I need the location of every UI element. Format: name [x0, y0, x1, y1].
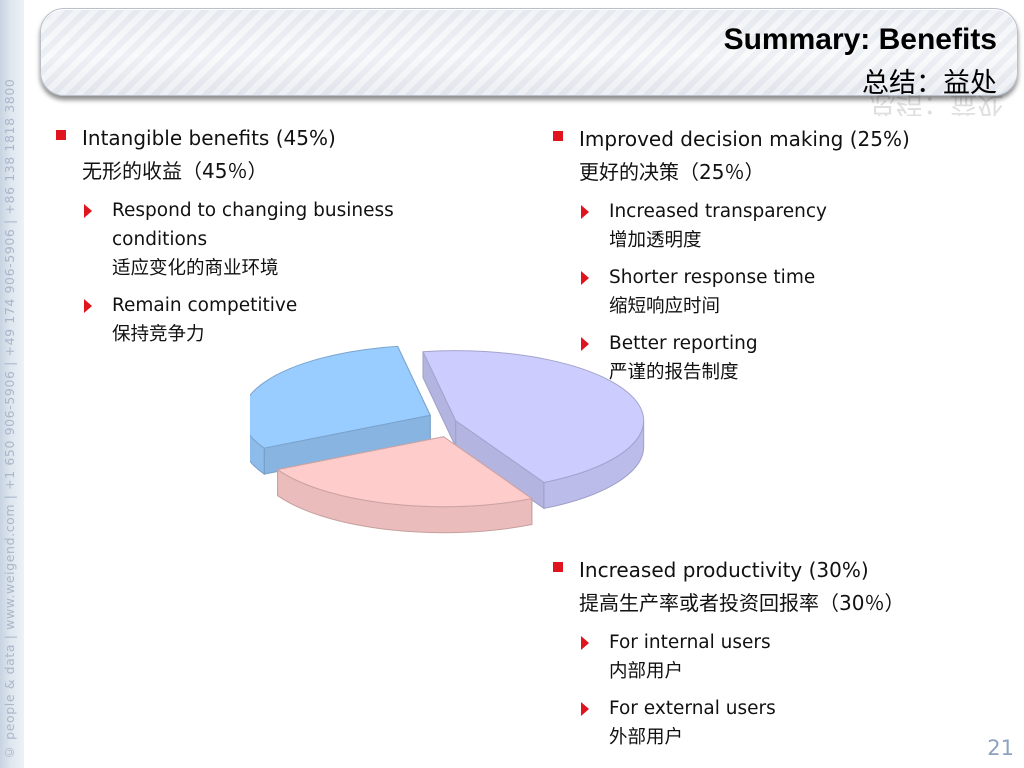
pie-slice-top: [250, 345, 431, 449]
item-zh: 增加透明度: [609, 230, 702, 251]
item-en: Respond to changing business conditions: [112, 200, 394, 250]
pie-slice-increased-productivity: [250, 345, 431, 476]
bullet-level2: Better reporting 严谨的报告制度: [545, 329, 985, 387]
triangle-bullet-icon: [581, 636, 589, 650]
triangle-bullet-icon: [581, 702, 589, 716]
heading-en: Increased productivity (30%): [579, 558, 869, 582]
heading-zh: 提高生产率或者投资回报率（30％）: [579, 591, 905, 615]
bullet-level2: Respond to changing business conditions …: [48, 196, 468, 283]
pie-slice-top: [276, 436, 534, 508]
item-en: Increased transparency: [609, 201, 827, 222]
heading-zh: 无形的收益（45％）: [82, 159, 268, 183]
square-bullet-icon: [553, 562, 563, 572]
triangle-bullet-icon: [84, 204, 92, 218]
triangle-bullet-icon: [84, 299, 92, 313]
item-zh: 适应变化的商业环境: [112, 258, 279, 279]
section-intangible-benefits: Intangible benefits (45%) 无形的收益（45％） Res…: [48, 122, 468, 349]
item-en: For internal users: [609, 632, 771, 653]
bullet-level1: Increased productivity (30%) 提高生产率或者投资回报…: [545, 554, 1005, 620]
bullet-level2: For internal users 内部用户: [545, 628, 1005, 686]
bullet-level2: Remain competitive 保持竞争力: [48, 291, 468, 349]
pie-slice-improved-decision-making: [276, 435, 534, 534]
item-zh: 保持竞争力: [112, 324, 205, 345]
triangle-bullet-icon: [581, 271, 589, 285]
item-en: Shorter response time: [609, 267, 816, 288]
bullet-level1: Intangible benefits (45%) 无形的收益（45％）: [48, 122, 468, 188]
heading-zh: 更好的决策（25％）: [579, 160, 765, 184]
bullet-level2: Shorter response time 缩短响应时间: [545, 263, 985, 321]
heading-en: Improved decision making (25%): [579, 127, 910, 151]
item-en: Better reporting: [609, 333, 758, 354]
slide-title-chinese: 总结：益处: [862, 68, 997, 99]
item-en: Remain competitive: [112, 295, 298, 316]
item-zh: 缩短响应时间: [609, 296, 721, 317]
benefits-pie-chart: [250, 345, 645, 534]
triangle-bullet-icon: [581, 337, 589, 351]
title-banner: Summary: Benefits 总结：益处: [40, 8, 1018, 99]
square-bullet-icon: [553, 131, 563, 141]
title-reflection: 总结：益处: [869, 92, 1004, 116]
item-zh: 内部用户: [609, 661, 684, 682]
item-en: For external users: [609, 698, 776, 719]
bullet-level1: Improved decision making (25%) 更好的决策（25％…: [545, 123, 985, 189]
slide-title: Summary: Benefits: [723, 23, 997, 56]
triangle-bullet-icon: [581, 205, 589, 219]
bullet-level2: Increased transparency 增加透明度: [545, 197, 985, 255]
contact-footer-text: © people & data | www.weigend.com | +1 6…: [2, 78, 17, 760]
bullet-level2: For external users 外部用户: [545, 694, 1005, 752]
pie-slice-intangible-benefits: [422, 350, 645, 510]
section-improved-decision-making: Improved decision making (25%) 更好的决策（25％…: [545, 123, 985, 387]
square-bullet-icon: [56, 130, 66, 140]
item-zh: 外部用户: [609, 727, 684, 748]
side-strip: © people & data | www.weigend.com | +1 6…: [0, 0, 24, 768]
page-number: 21: [987, 736, 1014, 760]
heading-en: Intangible benefits (45%): [82, 126, 336, 150]
section-increased-productivity: Increased productivity (30%) 提高生产率或者投资回报…: [545, 554, 1005, 752]
item-zh: 严谨的报告制度: [609, 362, 739, 383]
pie-slice-top: [422, 350, 645, 483]
